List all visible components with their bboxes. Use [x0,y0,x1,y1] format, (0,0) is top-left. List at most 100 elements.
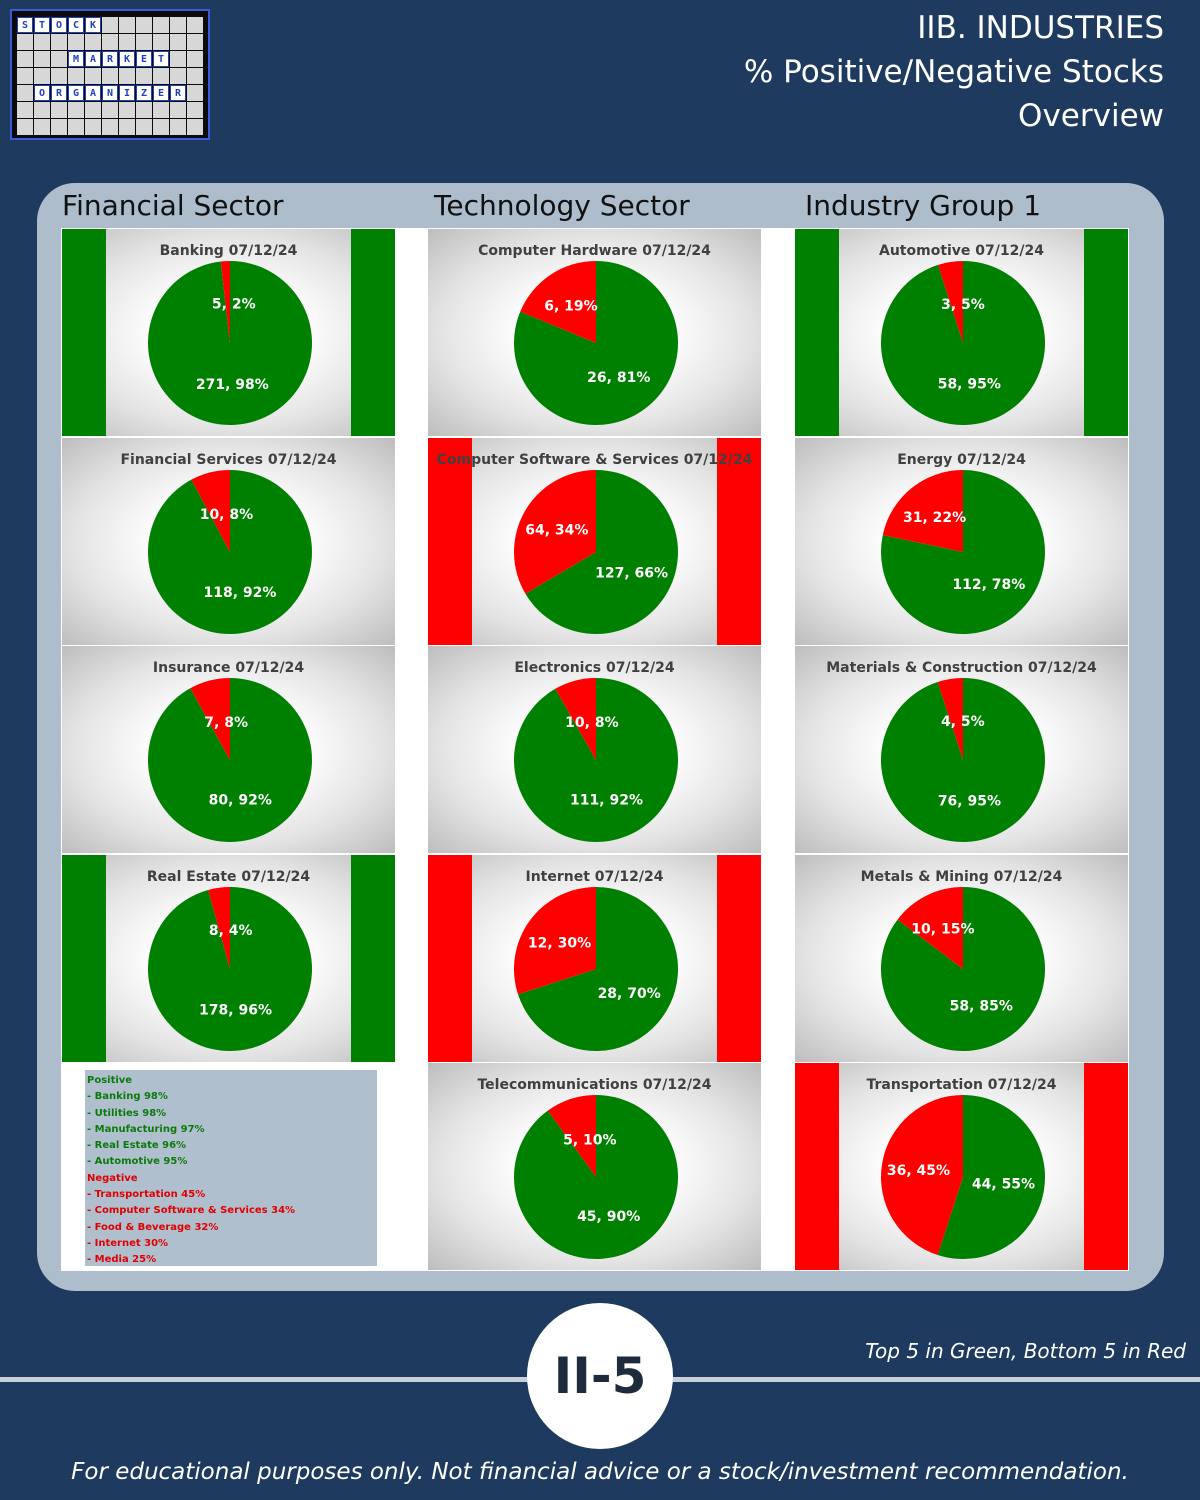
pie-chart-card: Financial Services 07/12/24 10, 8% 118, 92… [62,438,395,645]
pie-title: Transportation 07/12/24 [866,1077,1057,1093]
pie-chart-card: Computer Software & Services 07/12/24 64,… [428,438,761,645]
pie-label-positive: 112, 78% [952,577,1025,593]
pie-label-negative: 31, 22% [903,510,966,526]
pie-label-positive: 58, 95% [938,377,1001,393]
pie-svg: 4, 5% 76, 95% [881,678,1045,842]
pie-svg: 12, 30% 28, 70% [514,887,678,1051]
legend-negative-item: - Transportation 45% [87,1189,206,1201]
pie-label-negative: 4, 5% [941,714,985,730]
pie-chart-card: Computer Hardware 07/12/24 6, 19% 26, 81% [428,229,761,436]
disclaimer: For educational purposes only. Not finan… [71,1459,1129,1485]
pie-label-negative: 6, 19% [544,299,597,315]
pie-slice-negative [938,261,963,343]
pie-svg: 36, 45% 44, 55% [881,1095,1045,1259]
legend-positive-title: Positive [87,1075,133,1086]
pie-title: Banking 07/12/24 [159,243,298,259]
pie-svg: 3, 5% 58, 95% [881,261,1045,425]
top5-highlight-bar [351,229,395,436]
pie-svg: 5, 2% 271, 98% [148,261,312,425]
legend-positive-item: - Banking 98% [87,1091,168,1103]
page-header: IIB. INDUSTRIES % Positive/Negative Stoc… [744,6,1164,138]
pie-label-positive: 111, 92% [570,793,643,809]
pie-svg: 5, 10% 45, 90% [514,1095,678,1259]
pie-chart-card: Real Estate 07/12/24 8, 4% 178, 96% [62,855,395,1062]
top5-highlight-bar [795,229,839,436]
pie-chart-card: Energy 07/12/24 31, 22% 112, 78% [795,438,1128,645]
pie-chart-card: Automotive 07/12/24 3, 5% 58, 95% [795,229,1128,436]
sector-title-industry-group-1: Industry Group 1 [805,189,1042,222]
pie-label-positive: 118, 92% [203,585,276,601]
pie-slice-positive [937,1095,1045,1259]
pie-slice-negative [520,261,596,343]
pie-chart-card: Internet 07/12/24 12, 30% 28, 70% [428,855,761,1062]
sector-title-technology: Technology Sector [434,189,690,222]
pie-title: Insurance 07/12/24 [152,660,305,676]
pie-chart-card: Insurance 07/12/24 7, 8% 80, 92% [62,646,395,853]
pie-slice-negative [937,678,963,760]
header-title: % Positive/Negative Stocks [743,54,1164,90]
header-subtitle: Overview [1018,98,1164,134]
pie-slice-negative [555,678,596,760]
pie-label-negative: 8, 4% [209,923,253,939]
page-number-badge: II-5 [527,1303,673,1449]
pie-label-positive: 45, 90% [577,1209,640,1225]
pie-slice-positive [518,887,678,1051]
pie-slice-positive [148,678,312,842]
pie-slice-negative [881,1095,963,1255]
pie-label-negative: 12, 30% [528,935,591,951]
pie-chart-card: Telecommunications 07/12/24 5, 10% 45, 90% [428,1063,761,1270]
pie-chart-card: Metals & Mining 07/12/24 10, 15% 58, 85% [795,855,1128,1062]
pie-label-positive: 76, 95% [938,793,1001,809]
pie-label-positive: 80, 92% [209,793,272,809]
pie-label-positive: 26, 81% [587,370,650,386]
legend-positive-item: - Real Estate 96% [87,1140,187,1152]
bottom5-highlight-bar [428,855,472,1062]
pie-title: Computer Hardware 07/12/24 [478,243,711,259]
color-note: Top 5 in Green, Bottom 5 in Red [865,1339,1186,1363]
pie-chart-card: Electronics 07/12/24 10, 8% 111, 92% [428,646,761,853]
pie-title: Financial Services 07/12/24 [120,452,337,468]
pie-label-negative: 36, 45% [887,1163,950,1179]
pie-slice-negative [190,678,230,760]
pie-label-negative: 7, 8% [204,715,248,731]
pie-title: Materials & Construction 07/12/24 [826,660,1097,676]
legend-negative-item: - Internet 30% [87,1237,169,1249]
pie-label-negative: 10, 15% [911,922,974,938]
bottom5-highlight-bar [717,438,761,645]
pie-chart-card: Materials & Construction 07/12/24 4, 5% 76… [795,646,1128,853]
pie-slice-negative [547,1095,596,1177]
pie-title: Telecommunications 07/12/24 [477,1077,712,1093]
top5-highlight-bar [62,855,106,1062]
pie-title: Energy 07/12/24 [897,452,1026,468]
pie-label-negative: 10, 8% [565,715,618,731]
sector-title-financial: Financial Sector [62,189,284,222]
pie-chart-card: Transportation 07/12/24 36, 45% 44, 55% [795,1063,1128,1270]
pie-label-negative: 5, 10% [563,1133,616,1149]
pie-label-positive: 178, 96% [199,1003,272,1019]
pie-title: Metals & Mining 07/12/24 [860,869,1063,885]
pie-svg: 10, 15% 58, 85% [881,887,1045,1051]
bottom5-highlight-bar [717,855,761,1062]
pie-chart-card: Banking 07/12/24 5, 2% 271, 98% [62,229,395,436]
pie-slice-positive [148,470,312,634]
pie-svg: 7, 8% 80, 92% [148,678,312,842]
pie-label-positive: 44, 55% [972,1176,1035,1192]
pie-slice-negative [220,261,230,343]
pie-label-negative: 64, 34% [525,523,588,539]
pie-title: Computer Software & Services 07/12/24 [436,452,753,468]
pie-title: Automotive 07/12/24 [879,243,1044,259]
pie-svg: 10, 8% 118, 92% [148,470,312,634]
bottom5-highlight-bar [1084,1063,1128,1270]
pie-slice-negative [514,887,596,995]
pie-slice-negative [191,470,230,552]
legend-negative-title: Negative [87,1172,138,1184]
legend-positive-item: - Automotive 95% [87,1156,188,1168]
pie-svg: 10, 8% 111, 92% [514,678,678,842]
pie-title: Real Estate 07/12/24 [146,869,311,885]
pie-label-negative: 5, 2% [212,297,256,313]
pie-slice-negative [514,470,596,594]
